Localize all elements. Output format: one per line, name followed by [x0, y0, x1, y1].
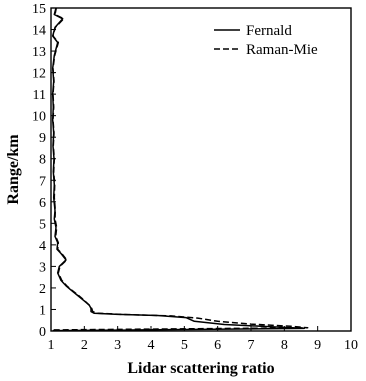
x-tick-label: 10 — [344, 338, 358, 353]
y-tick-label: 10 — [32, 110, 46, 125]
y-tick-label: 12 — [32, 67, 46, 82]
legend-label: Fernald — [246, 23, 292, 39]
x-tick-label: 6 — [214, 338, 221, 353]
x-tick-label: 2 — [81, 338, 88, 353]
y-tick-label: 14 — [32, 24, 46, 39]
y-axis-title: Range/km — [5, 134, 22, 205]
y-tick-label: 13 — [32, 45, 46, 60]
y-tick-label: 5 — [39, 217, 46, 232]
y-tick-label: 11 — [33, 88, 46, 103]
y-tick-label: 0 — [39, 325, 46, 340]
legend-label: Raman-Mie — [246, 42, 318, 58]
y-tick-label: 7 — [39, 174, 46, 189]
y-tick-label: 3 — [39, 260, 46, 275]
y-tick-label: 9 — [39, 131, 46, 146]
x-tick-label: 4 — [148, 338, 155, 353]
legend: Fernald Raman-Mie — [214, 23, 318, 58]
x-tick-label: 9 — [314, 338, 321, 353]
plot-area-frame — [50, 7, 352, 332]
x-tick-label: 5 — [181, 338, 188, 353]
x-tick-label: 7 — [248, 338, 255, 353]
ticks-layer — [50, 7, 352, 332]
x-tick-label: 1 — [48, 338, 55, 353]
y-tick-label: 2 — [39, 282, 46, 297]
y-tick-label: 1 — [39, 303, 46, 318]
y-tick-label: 6 — [39, 196, 46, 211]
x-axis-title: Lidar scattering ratio — [127, 360, 274, 377]
y-tick-label: 8 — [39, 153, 46, 168]
y-tick-label: 15 — [32, 2, 46, 17]
x-tick-label: 8 — [281, 338, 288, 353]
y-tick-label: 4 — [39, 239, 46, 254]
x-tick-label: 3 — [114, 338, 121, 353]
